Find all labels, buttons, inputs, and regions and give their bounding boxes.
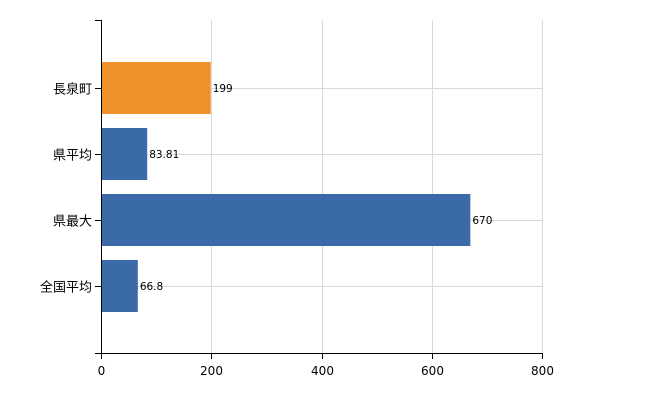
x-tick-label: 0	[98, 364, 106, 378]
bars	[101, 62, 471, 312]
bar	[101, 62, 211, 114]
category-label: 県最大	[53, 215, 92, 230]
data-label: 670	[472, 215, 492, 227]
category-label: 長泉町	[53, 82, 92, 98]
bar	[101, 260, 138, 312]
axes	[95, 20, 543, 359]
data-label: 83.81	[149, 149, 179, 161]
bar	[101, 128, 148, 180]
x-tick-label: 400	[311, 364, 334, 378]
x-tick-label: 800	[531, 364, 554, 378]
x-tick-label: 600	[421, 364, 444, 378]
category-label: 県平均	[53, 149, 92, 164]
data-label: 199	[213, 83, 233, 95]
data-label: 66.8	[140, 281, 163, 293]
bar	[101, 194, 471, 246]
category-label: 全国平均	[40, 280, 92, 296]
x-tick-label: 200	[200, 364, 223, 378]
